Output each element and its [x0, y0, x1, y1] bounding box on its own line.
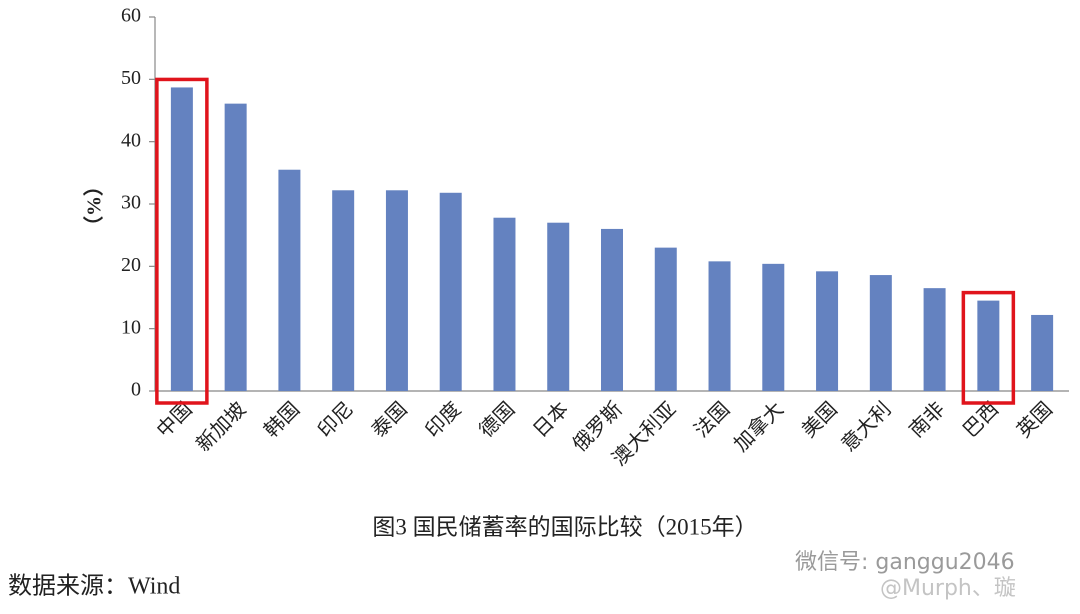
bar: [654, 247, 677, 391]
y-tick-label: 20: [121, 254, 141, 276]
x-tick-label: 韩国: [260, 398, 305, 443]
watermark: 微信号: ganggu2046: [795, 550, 1015, 575]
y-tick-label: 50: [121, 67, 141, 89]
x-tick-label: 新加坡: [192, 398, 251, 457]
x-tick-label: 德国: [475, 398, 520, 443]
bar: [493, 217, 516, 391]
x-tick-label: 法国: [690, 398, 735, 443]
bar: [224, 103, 247, 391]
x-tick-label: 意大利: [837, 398, 896, 457]
bar: [439, 192, 462, 391]
y-axis-label: （%）: [83, 176, 106, 236]
chart-title: 图3 国民储蓄率的国际比较（2015年）: [372, 514, 757, 539]
bar: [923, 288, 946, 391]
x-tick-label: 印尼: [313, 398, 358, 443]
source-note: 数据来源：Wind: [8, 573, 180, 600]
bar: [170, 87, 193, 391]
bar: [278, 169, 301, 391]
y-tick-label: 60: [121, 5, 141, 27]
bar: [332, 190, 355, 391]
x-tick-label: 南非: [905, 398, 950, 443]
bar: [601, 228, 623, 391]
x-tick-label: 印度: [421, 398, 466, 443]
y-tick-label: 30: [121, 192, 141, 214]
bar: [869, 275, 892, 391]
highlight-box: [961, 290, 1016, 405]
bar: [385, 190, 408, 391]
bar: [816, 271, 839, 391]
bar: [547, 222, 570, 391]
y-tick-label: 40: [121, 129, 141, 151]
x-tick-label: 巴西: [959, 398, 1003, 442]
bar: [1031, 314, 1054, 391]
x-tick-label: 加拿大: [729, 397, 788, 456]
x-tick-label: 日本: [528, 398, 573, 443]
x-tick-label: 英国: [1012, 398, 1057, 443]
x-tick-label: 泰国: [367, 398, 412, 443]
bar: [977, 300, 1000, 391]
watermark: @Murph、璇: [880, 576, 1016, 601]
bar: [762, 263, 785, 391]
highlight-box: [155, 77, 209, 405]
y-tick-label: 0: [131, 379, 141, 401]
y-tick-label: 10: [121, 316, 141, 338]
x-tick-label: 美国: [797, 398, 842, 443]
bar: [708, 261, 731, 391]
